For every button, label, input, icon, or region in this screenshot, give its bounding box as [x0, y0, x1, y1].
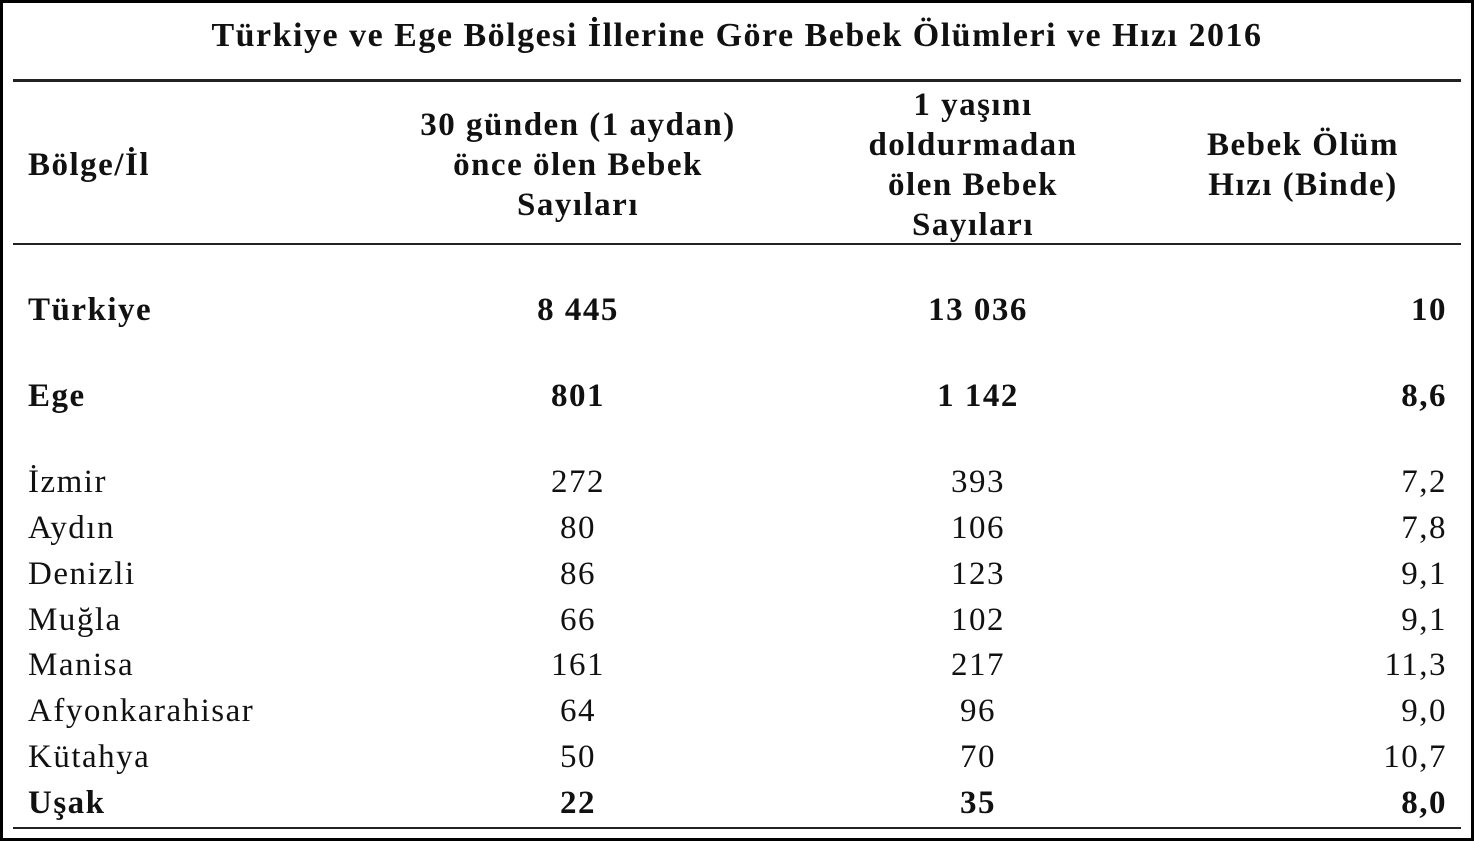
- row-label: Afyonkarahisar: [28, 693, 255, 729]
- cell: 13 036: [928, 292, 1028, 328]
- row-label: Ege: [28, 378, 86, 414]
- cell: 9,0: [1401, 693, 1447, 729]
- row-label: Aydın: [28, 510, 115, 546]
- rule: [13, 827, 1461, 829]
- row-label: Uşak: [28, 785, 106, 821]
- column-header: ölen Bebek: [888, 167, 1058, 203]
- column-header: Sayıları: [516, 187, 639, 223]
- cell: 7,2: [1401, 464, 1447, 500]
- cell: 8,6: [1401, 378, 1447, 414]
- cell: 10,7: [1383, 739, 1447, 775]
- column-header: 30 günden (1 aydan): [420, 107, 736, 143]
- cell: 393: [951, 464, 1005, 500]
- column-header: doldurmadan: [868, 127, 1078, 163]
- cell: 70: [960, 739, 996, 775]
- cell: 50: [560, 739, 596, 775]
- cell: 10: [1411, 292, 1447, 328]
- cell: 217: [951, 647, 1005, 683]
- row-label: Manisa: [28, 647, 135, 683]
- column-header: Bebek Ölüm: [1207, 127, 1399, 163]
- row-label: Türkiye: [28, 292, 153, 328]
- cell: 35: [960, 785, 996, 821]
- cell: 161: [551, 647, 605, 683]
- cell: 7,8: [1401, 510, 1447, 546]
- cell: 272: [551, 464, 605, 500]
- cell: 106: [951, 510, 1005, 546]
- row-label: Kütahya: [28, 739, 151, 775]
- table-title: Türkiye ve Ege Bölgesi İllerine Göre Beb…: [211, 17, 1263, 54]
- row-label: İzmir: [28, 464, 107, 500]
- column-header: 1 yaşını: [913, 87, 1033, 123]
- cell: 123: [951, 556, 1005, 592]
- cell: 96: [960, 693, 996, 729]
- cell: 11,3: [1384, 647, 1447, 683]
- cell: 8 445: [537, 292, 619, 328]
- cell: 66: [560, 602, 596, 638]
- cell: 9,1: [1401, 602, 1447, 638]
- row-label: Denizli: [28, 556, 136, 592]
- row-label: Muğla: [28, 602, 122, 638]
- rule: [13, 79, 1461, 82]
- cell: 102: [951, 602, 1005, 638]
- column-header: Bölge/İl: [28, 147, 151, 183]
- cell: 8,0: [1401, 785, 1447, 821]
- cell: 1 142: [937, 378, 1019, 414]
- cell: 22: [560, 785, 596, 821]
- cell: 801: [551, 378, 605, 414]
- column-header: Sayıları: [911, 207, 1034, 243]
- rule: [13, 243, 1461, 245]
- cell: 64: [560, 693, 596, 729]
- cell: 86: [560, 556, 596, 592]
- cell: 80: [560, 510, 596, 546]
- cell: 9,1: [1401, 556, 1447, 592]
- column-header: önce ölen Bebek: [453, 147, 703, 183]
- column-header: Hızı (Binde): [1208, 167, 1398, 203]
